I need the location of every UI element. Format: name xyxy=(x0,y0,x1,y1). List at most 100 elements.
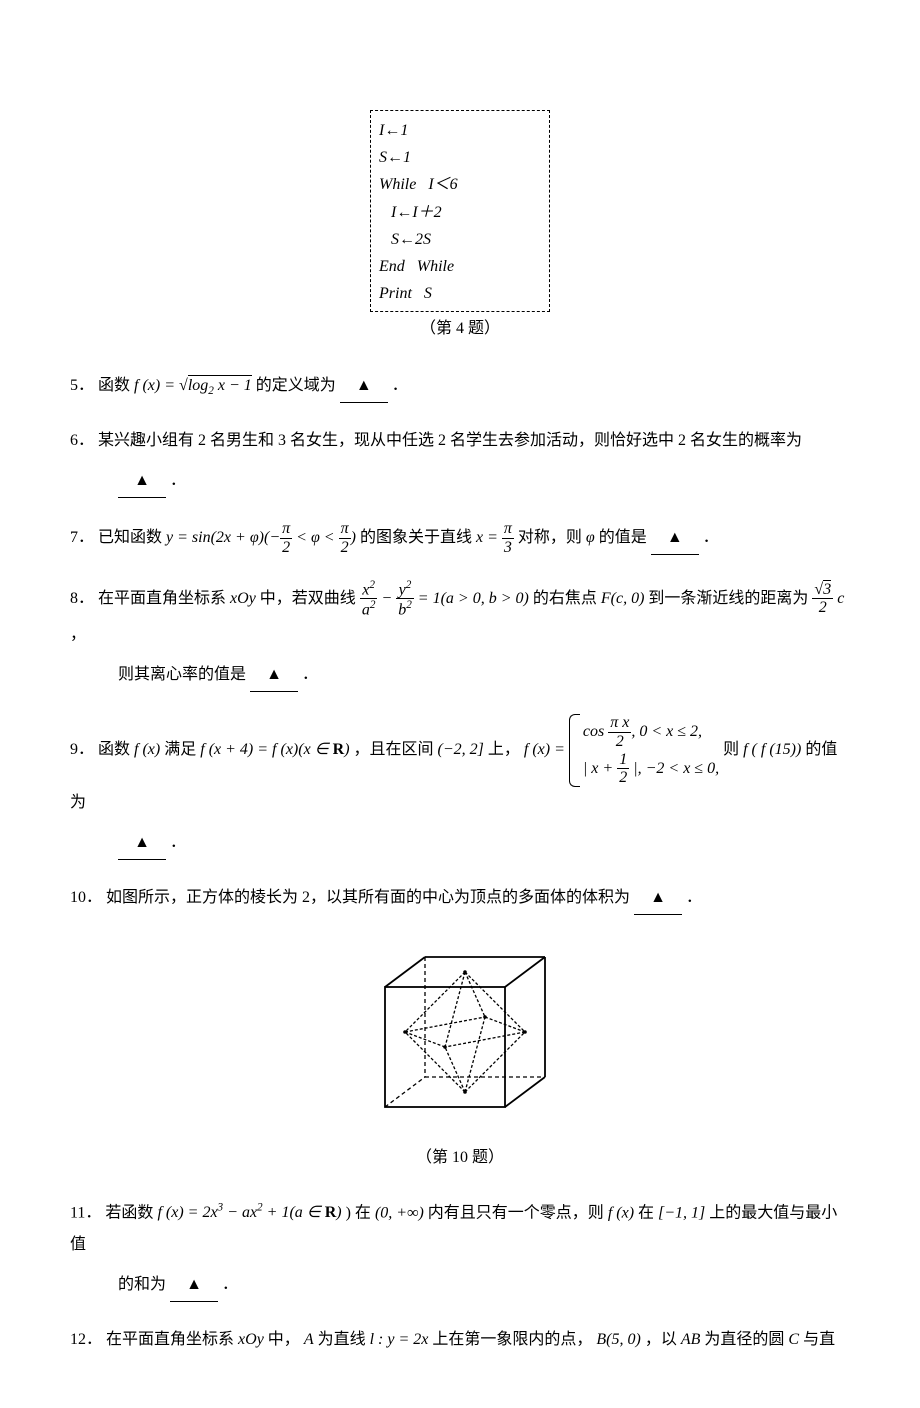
answer-blank: ▲ xyxy=(118,827,166,860)
answer-blank: ▲ xyxy=(634,882,682,915)
text: ． xyxy=(302,666,318,683)
text: 为直线 xyxy=(318,1331,370,1348)
question-number: 10． xyxy=(70,889,102,906)
math-expr: [−1, 1] xyxy=(658,1204,705,1221)
math-expr: f (x + 4) = f (x)(x ∈ R) xyxy=(200,741,349,758)
question-12: 12． 在平面直角坐标系 xOy 中， A 为直线 l : y = 2x 上在第… xyxy=(70,1324,850,1356)
answer-blank: ▲ xyxy=(118,465,166,498)
question-number: 6． xyxy=(70,432,94,449)
text: 的图象关于直线 xyxy=(360,529,476,546)
code-line: S←1 xyxy=(379,144,533,171)
question-number: 12． xyxy=(70,1331,102,1348)
text: 中， xyxy=(268,1331,300,1348)
text: ， xyxy=(70,626,86,643)
math-expr: xOy xyxy=(230,590,256,607)
question-6: 6． 某兴趣小组有 2 名男生和 3 名女生，现从中任选 2 名学生去参加活动，… xyxy=(70,425,850,498)
text: 则其离心率的值是 xyxy=(118,666,246,683)
text: 若函数 xyxy=(105,1204,157,1221)
text: 则 xyxy=(723,741,743,758)
code-line: End While xyxy=(379,253,533,280)
question-number: 11． xyxy=(70,1204,101,1221)
math-expr: C xyxy=(788,1331,799,1348)
code-line: S←2S xyxy=(379,226,533,253)
text: ． xyxy=(170,472,186,489)
text: 上， xyxy=(488,741,520,758)
text: 在平面直角坐标系 xyxy=(98,590,230,607)
piecewise-brace: cos π x2, 0 < x ≤ 2, | x + 12 |, −2 < x … xyxy=(569,714,719,786)
text: 内有且只有一个零点，则 xyxy=(428,1204,608,1221)
text: 某兴趣小组有 2 名男生和 3 名女生，现从中任选 2 名学生去参加活动，则恰好… xyxy=(98,432,802,449)
code-line: While I＜6 xyxy=(379,171,533,198)
text: 的和为 xyxy=(118,1276,166,1293)
math-expr: √32 c xyxy=(812,590,844,607)
text: 的定义域为 xyxy=(256,377,336,394)
question-7: 7． 已知函数 y = sin(2x + φ)(−π2 < φ < π2) 的图… xyxy=(70,520,850,556)
text: ，以 xyxy=(645,1331,681,1348)
text: , −2 < x ≤ 0, xyxy=(638,759,719,776)
math-expr: AB xyxy=(681,1331,701,1348)
math-expr: xOy xyxy=(238,1331,264,1348)
text: 与直 xyxy=(803,1331,835,1348)
text: 到一条渐近线的距离为 xyxy=(648,590,812,607)
question-number: 5． xyxy=(70,377,94,394)
code-line: Print S xyxy=(379,280,533,307)
text: ． xyxy=(170,834,186,851)
code-line: I←1 xyxy=(379,117,533,144)
cube-octahedron-diagram xyxy=(365,937,555,1137)
answer-blank: ▲ xyxy=(250,659,298,692)
math-expr: F(c, 0) xyxy=(601,590,645,607)
pseudocode-caption: （第 4 题） xyxy=(370,314,550,338)
text: ) 在 xyxy=(346,1204,375,1221)
math-expr: A xyxy=(304,1331,314,1348)
math-expr: f (x) xyxy=(134,741,160,758)
answer-blank: ▲ xyxy=(340,370,388,403)
math-expr: x = π3 xyxy=(476,529,514,546)
math-expr: (−2, 2] xyxy=(438,741,484,758)
math-expr: f (x) = xyxy=(524,741,569,758)
pseudocode-box: I←1 S←1 While I＜6 I←I＋2 S←2S End While P… xyxy=(370,110,550,312)
math-expr: f (x) xyxy=(608,1204,634,1221)
text: 的右焦点 xyxy=(533,590,601,607)
text: ． xyxy=(703,529,719,546)
question-11: 11． 若函数 f (x) = 2x3 − ax2 + 1(a ∈ R) ) 在… xyxy=(70,1197,850,1302)
text: 中，若双曲线 xyxy=(260,590,360,607)
answer-blank: ▲ xyxy=(170,1269,218,1302)
text: 的值是 xyxy=(599,529,647,546)
code-line: I←I＋2 xyxy=(379,199,533,226)
text: 在 xyxy=(638,1204,658,1221)
text: 如图所示，正方体的棱长为 2，以其所有面的中心为顶点的多面体的体积为 xyxy=(106,889,630,906)
math-expr: (0, +∞) xyxy=(375,1204,424,1221)
text: 函数 xyxy=(98,741,134,758)
math-expr: f ( f (15)) xyxy=(743,741,801,758)
text: ，且在区间 xyxy=(354,741,438,758)
question-10: 10． 如图所示，正方体的棱长为 2，以其所有面的中心为顶点的多面体的体积为 ▲… xyxy=(70,882,850,915)
text: , 0 < x ≤ 2, xyxy=(631,723,702,740)
figure-q10: （第 10 题） xyxy=(70,937,850,1167)
question-9: 9． 函数 f (x) 满足 f (x + 4) = f (x)(x ∈ R) … xyxy=(70,714,850,859)
pseudocode-block: I←1 S←1 While I＜6 I←I＋2 S←2S End While P… xyxy=(70,110,850,338)
text: ． xyxy=(392,377,408,394)
text: 对称，则 xyxy=(518,529,586,546)
text: 在平面直角坐标系 xyxy=(106,1331,238,1348)
text: ． xyxy=(222,1276,238,1293)
answer-blank: ▲ xyxy=(651,522,699,555)
text: 函数 xyxy=(98,377,134,394)
question-5: 5． 函数 f (x) = √log2 x − 1 的定义域为 ▲ ． xyxy=(70,370,850,403)
question-number: 7． xyxy=(70,529,94,546)
question-8: 8． 在平面直角坐标系 xOy 中，若双曲线 x2a2 − y2b2 = 1(a… xyxy=(70,579,850,693)
math-expr: l : y = 2x xyxy=(370,1331,429,1348)
math-expr: f (x) = √log2 x − 1 xyxy=(134,375,252,394)
text: 满足 xyxy=(164,741,200,758)
text: 上在第一象限内的点， xyxy=(432,1331,592,1348)
math-expr: y = sin(2x + φ)(−π2 < φ < π2) xyxy=(166,529,356,546)
figure-caption: （第 10 题） xyxy=(416,1143,504,1167)
text: 已知函数 xyxy=(98,529,166,546)
text: ． xyxy=(686,889,702,906)
math-expr: φ xyxy=(586,529,595,546)
math-expr: B(5, 0) xyxy=(596,1331,640,1348)
math-expr: x2a2 − y2b2 = 1(a > 0, b > 0) xyxy=(360,590,529,607)
question-number: 8． xyxy=(70,590,94,607)
math-expr: f (x) = 2x3 − ax2 + 1(a ∈ R) xyxy=(157,1204,341,1221)
question-number: 9． xyxy=(70,741,94,758)
text: 为直径的圆 xyxy=(704,1331,788,1348)
